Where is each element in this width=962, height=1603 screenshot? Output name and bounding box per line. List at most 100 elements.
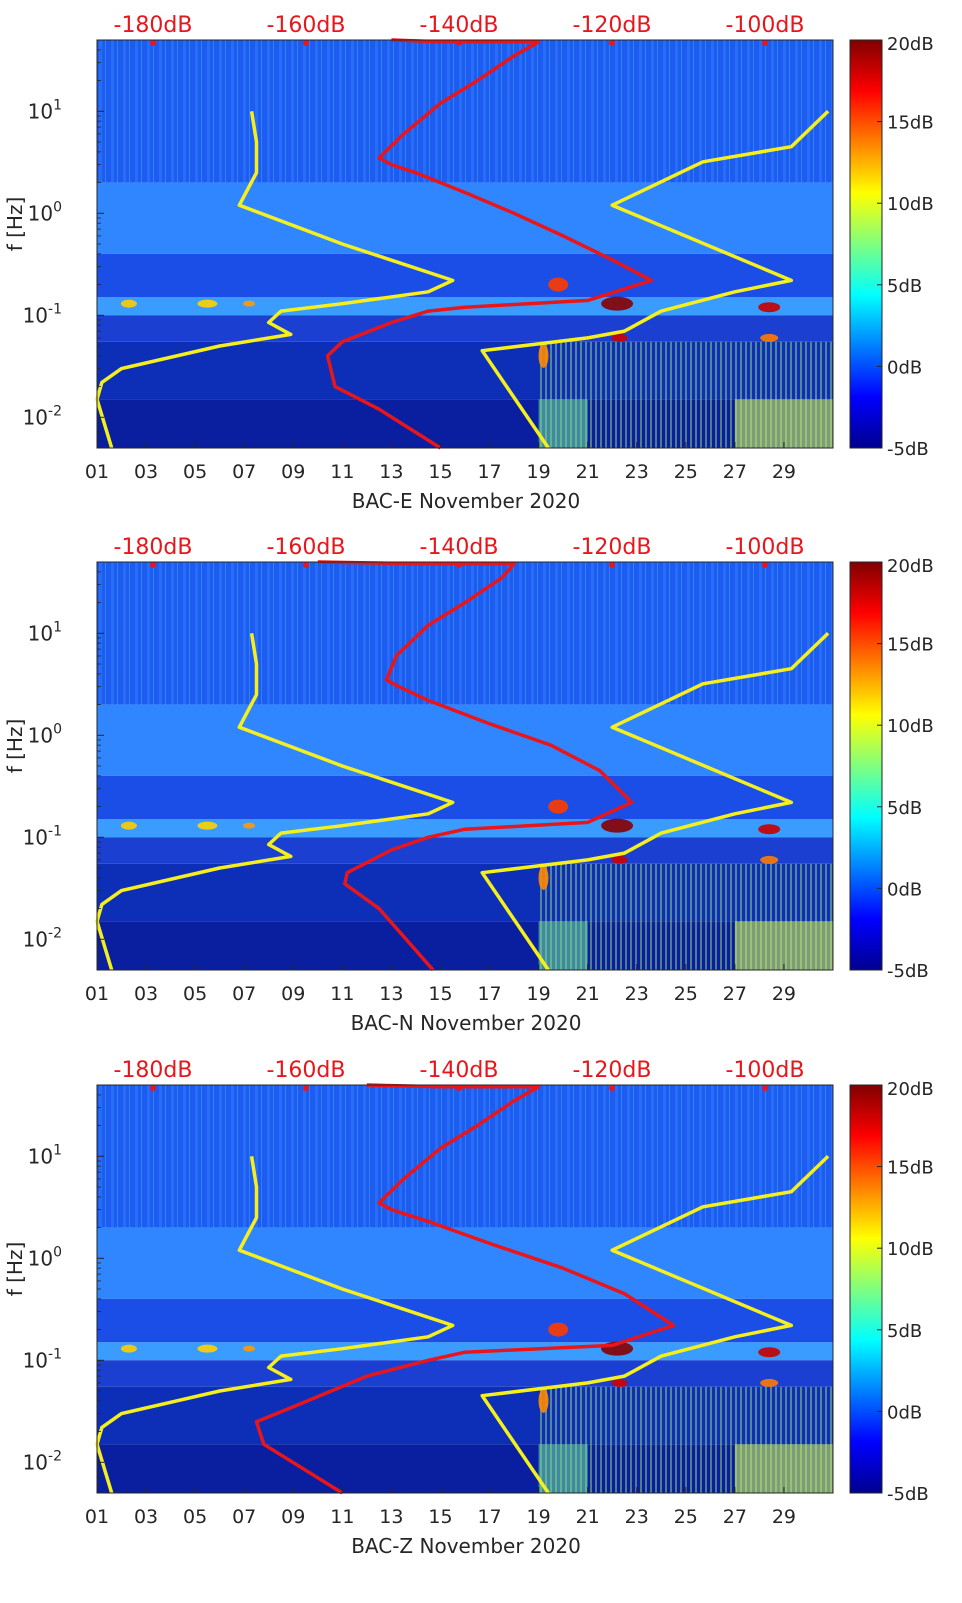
x-tick-label: 17 — [477, 461, 501, 483]
spectrogram-texture — [97, 40, 833, 183]
x-tick-label: 13 — [379, 1506, 403, 1528]
top-axis-tick-label: -180dB — [114, 1058, 193, 1083]
colorbar-tick-label: 15dB — [887, 113, 934, 134]
hotspot — [121, 822, 137, 830]
x-tick-label: 17 — [477, 983, 501, 1005]
spectrogram-band — [97, 254, 833, 297]
spectrogram-band — [97, 1299, 833, 1342]
colorbar-tick-label: 5dB — [887, 798, 922, 819]
top-axis-marker — [150, 40, 156, 46]
spectrogram-band — [97, 776, 833, 819]
spectrogram-patch — [539, 921, 588, 970]
top-axis-marker — [303, 562, 309, 568]
y-tick-label: 10-2 — [23, 925, 62, 951]
top-axis-marker — [762, 40, 768, 46]
colorbar-tick-label: 20dB — [887, 1079, 934, 1100]
spectrogram-band — [97, 315, 833, 341]
top-axis-marker — [762, 1085, 768, 1091]
x-tick-label: 27 — [723, 461, 747, 483]
x-tick-label: 01 — [85, 1506, 109, 1528]
x-tick-label: 11 — [330, 461, 354, 483]
top-axis-tick-label: -120dB — [573, 535, 652, 560]
top-axis-tick-label: -160dB — [267, 535, 346, 560]
colorbar-tick-label: 15dB — [887, 1158, 934, 1179]
top-axis-marker — [456, 562, 462, 568]
top-axis-tick-label: -140dB — [420, 535, 499, 560]
y-tick-label: 10-1 — [23, 823, 62, 849]
hotspot — [760, 334, 778, 342]
colorbar-tick-label: 15dB — [887, 635, 934, 656]
x-tick-label: 03 — [134, 983, 158, 1005]
x-tick-label: 19 — [527, 983, 551, 1005]
top-axis-marker — [303, 40, 309, 46]
spectrogram-band — [97, 837, 833, 863]
x-tick-label: 21 — [576, 983, 600, 1005]
spectrogram-texture — [97, 1085, 833, 1228]
x-tick-label: 09 — [281, 983, 305, 1005]
top-axis-tick-label: -180dB — [114, 13, 193, 38]
top-axis-tick-label: -140dB — [420, 13, 499, 38]
x-tick-label: 27 — [723, 1506, 747, 1528]
colorbar-tick-label: 0dB — [887, 1402, 922, 1423]
x-tick-label: 01 — [85, 983, 109, 1005]
spectrogram-texture — [97, 562, 833, 705]
hotspot — [548, 278, 568, 292]
x-tick-label: 15 — [428, 461, 452, 483]
x-tick-label: 07 — [232, 983, 256, 1005]
x-tick-label: 15 — [428, 1506, 452, 1528]
y-tick-label: 101 — [28, 1142, 62, 1168]
top-axis-marker — [456, 1085, 462, 1091]
x-tick-label: 03 — [134, 461, 158, 483]
x-axis-label: BAC-Z November 2020 — [351, 1534, 581, 1558]
hotspot — [243, 301, 255, 307]
hotspot — [197, 822, 217, 830]
colorbar-tick-label: 10dB — [887, 1239, 934, 1260]
hotspot — [760, 856, 778, 864]
x-tick-label: 07 — [232, 1506, 256, 1528]
y-axis-label: f [Hz] — [3, 197, 27, 252]
x-tick-label: 21 — [576, 461, 600, 483]
hotspot — [760, 1379, 778, 1387]
hotspot — [539, 344, 549, 368]
spectrogram-patch — [735, 399, 833, 448]
top-axis-tick-label: -180dB — [114, 535, 193, 560]
hotspot — [758, 302, 780, 312]
hotspot — [539, 866, 549, 890]
x-tick-label: 15 — [428, 983, 452, 1005]
y-tick-label: 10-1 — [23, 1346, 62, 1372]
top-axis-marker — [762, 562, 768, 568]
x-tick-label: 25 — [674, 461, 698, 483]
top-axis-marker — [609, 1085, 615, 1091]
top-axis-tick-label: -160dB — [267, 1058, 346, 1083]
y-axis-label: f [Hz] — [3, 1242, 27, 1297]
x-tick-label: 25 — [674, 1506, 698, 1528]
x-tick-label: 11 — [330, 1506, 354, 1528]
y-tick-label: 100 — [28, 1244, 62, 1270]
top-axis-marker — [609, 40, 615, 46]
y-tick-label: 10-1 — [23, 301, 62, 327]
top-axis-marker — [303, 1085, 309, 1091]
colorbar-tick-label: 0dB — [887, 357, 922, 378]
x-tick-label: 21 — [576, 1506, 600, 1528]
hotspot — [548, 1323, 568, 1337]
hotspot — [612, 334, 628, 342]
spectrogram-band — [97, 1360, 833, 1386]
x-tick-label: 07 — [232, 461, 256, 483]
x-tick-label: 19 — [527, 1506, 551, 1528]
spectrogram-band — [97, 1228, 833, 1299]
top-axis-tick-label: -140dB — [420, 1058, 499, 1083]
hotspot — [612, 856, 628, 864]
colorbar — [850, 1085, 882, 1493]
hotspot — [758, 1347, 780, 1357]
colorbar-tick-label: 0dB — [887, 879, 922, 900]
top-axis-tick-label: -120dB — [573, 1058, 652, 1083]
colorbar-tick-label: 5dB — [887, 276, 922, 297]
hotspot — [121, 1345, 137, 1353]
x-tick-label: 01 — [85, 461, 109, 483]
top-axis-marker — [456, 40, 462, 46]
x-tick-label: 11 — [330, 983, 354, 1005]
x-tick-label: 05 — [183, 1506, 207, 1528]
top-axis-tick-label: -100dB — [726, 1058, 805, 1083]
